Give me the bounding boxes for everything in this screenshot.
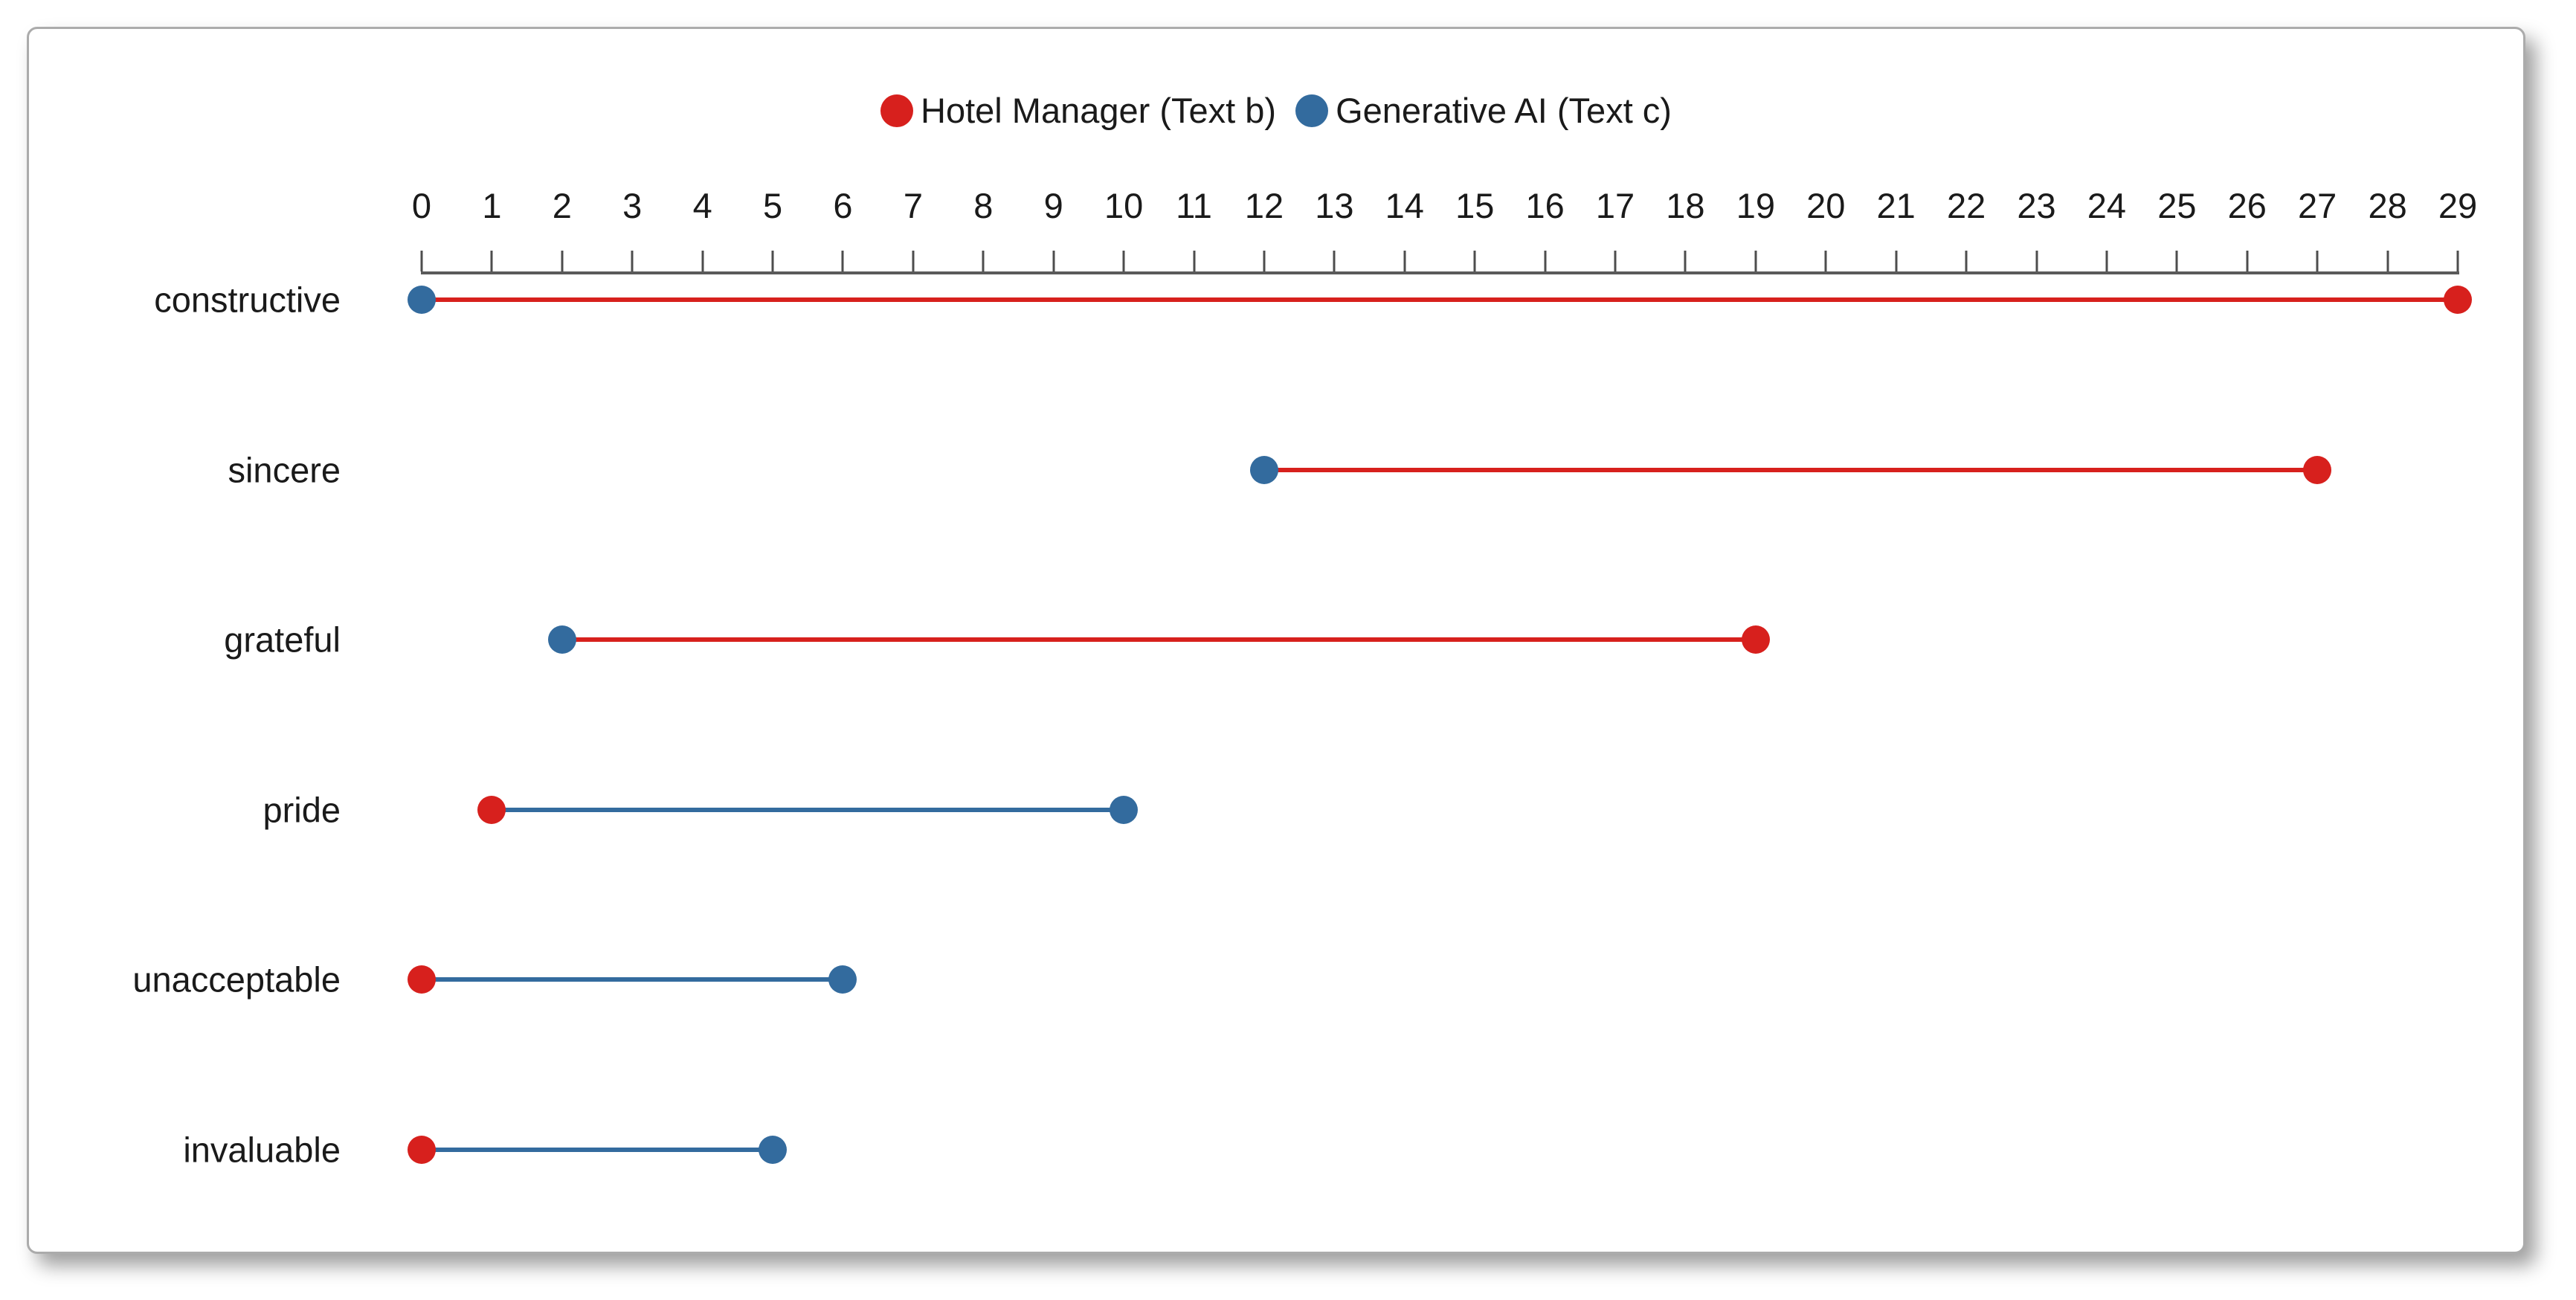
connector-line: [1263, 467, 2318, 472]
generative-ai-dot: [408, 286, 436, 314]
x-axis-tick-mark: [561, 251, 564, 271]
x-axis-tick-mark: [2175, 251, 2178, 271]
connector-line: [422, 297, 2458, 302]
x-axis-tick-label: 5: [762, 186, 783, 225]
plot-area: 0 1 2 3 4 5 6 7 8 9 10 11 12 13 14 15 16 17 18 19 20 21 22 23 24…: [408, 29, 2477, 1252]
x-axis-tick-mark: [2246, 251, 2249, 271]
x-axis-tick-label: 14: [1385, 186, 1424, 225]
category-label: constructive: [154, 280, 341, 320]
x-axis-tick-label: 3: [622, 186, 643, 225]
x-axis-tick-mark: [1052, 251, 1055, 271]
x-axis-tick-mark: [701, 251, 704, 271]
x-axis-tick-label: 8: [973, 186, 994, 225]
connector-line: [422, 977, 843, 982]
x-axis-tick-mark: [1684, 251, 1687, 271]
x-axis-tick-label: 26: [2227, 186, 2267, 225]
x-axis-tick-label: 21: [1876, 186, 1916, 225]
x-axis-tick-label: 23: [2017, 186, 2056, 225]
generative-ai-dot: [1249, 455, 1278, 484]
x-axis-tick-label: 15: [1455, 186, 1495, 225]
hotel-manager-dot: [2444, 286, 2472, 314]
x-axis-tick-label: 9: [1043, 186, 1063, 225]
x-axis-tick-mark: [771, 251, 774, 271]
x-axis-tick-label: 10: [1104, 186, 1144, 225]
x-axis-tick-mark: [420, 251, 423, 271]
generative-ai-dot: [828, 965, 857, 994]
x-axis-tick-label: 25: [2157, 186, 2197, 225]
x-axis-tick-label: 27: [2298, 186, 2337, 225]
x-axis: [420, 227, 2459, 274]
x-axis-tick-label: 12: [1244, 186, 1284, 225]
legend: Hotel Manager (Text b) Generative AI (Tex…: [29, 90, 2523, 131]
x-axis-tick-label: 16: [1525, 186, 1565, 225]
x-axis-tick-mark: [631, 251, 634, 271]
x-axis-tick-label: 13: [1315, 186, 1354, 225]
connector-line: [422, 1147, 773, 1152]
x-axis-tick-label: 29: [2438, 186, 2478, 225]
x-axis-tick-label: 0: [411, 186, 432, 225]
legend-item: Hotel Manager (Text b): [880, 90, 1276, 131]
x-axis-tick-mark: [1754, 251, 1757, 271]
hotel-manager-dot: [408, 965, 436, 994]
x-axis-tick-mark: [1965, 251, 1968, 271]
x-axis-tick-mark: [2456, 251, 2459, 271]
legend-marker-circle-icon: [880, 94, 914, 127]
x-axis-tick-label: 6: [833, 186, 853, 225]
x-axis-tick-mark: [1193, 251, 1196, 271]
generative-ai-dot: [759, 1135, 788, 1164]
legend-item: Generative AI (Text c): [1295, 90, 1672, 131]
x-axis-tick-mark: [982, 251, 985, 271]
x-axis-tick-mark: [1473, 251, 1476, 271]
category-label: sincere: [228, 450, 341, 489]
x-axis-line: [421, 271, 2459, 274]
hotel-manager-dot: [2303, 455, 2332, 484]
x-axis-tick-mark: [490, 251, 493, 271]
hotel-manager-dot: [408, 1135, 436, 1164]
x-axis-tick-mark: [1333, 251, 1336, 271]
x-axis-tick-label: 24: [2087, 186, 2127, 225]
x-axis-tick-mark: [2386, 251, 2389, 271]
x-axis-tick-mark: [841, 251, 844, 271]
x-axis-tick-label: 11: [1176, 186, 1212, 225]
generative-ai-dot: [547, 625, 576, 654]
legend-marker-circle-icon: [1295, 94, 1329, 127]
x-axis-tick-mark: [1895, 251, 1898, 271]
x-axis-tick-mark: [2035, 251, 2038, 271]
x-axis-tick-mark: [2105, 251, 2108, 271]
x-axis-tick-mark: [1263, 251, 1266, 271]
hotel-manager-dot: [477, 795, 506, 824]
connector-line: [561, 637, 1756, 642]
x-axis-tick-label: 1: [482, 186, 502, 225]
x-axis-tick-mark: [1122, 251, 1125, 271]
x-axis-tick-label: 28: [2368, 186, 2407, 225]
category-label: grateful: [224, 620, 341, 660]
x-axis-tick-mark: [1824, 251, 1827, 271]
x-axis-tick-mark: [912, 251, 915, 271]
connector-line: [492, 807, 1124, 812]
x-axis-tick-label: 2: [552, 186, 572, 225]
x-axis-tick-label: 18: [1666, 186, 1705, 225]
x-axis-tick-mark: [1544, 251, 1547, 271]
legend-label: Generative AI (Text c): [1336, 91, 1672, 130]
x-axis-tick-label: 20: [1806, 186, 1846, 225]
category-label: pride: [263, 790, 341, 829]
x-axis-tick-label: 7: [903, 186, 923, 225]
x-axis-tick-label: 22: [1946, 186, 1986, 225]
x-axis-tick-label: 17: [1595, 186, 1635, 225]
hotel-manager-dot: [1741, 625, 1770, 654]
dumbbell-rows: [408, 29, 2472, 1252]
x-axis-tick-mark: [2316, 251, 2319, 271]
legend-label: Hotel Manager (Text b): [921, 91, 1277, 130]
x-axis-tick-label: 19: [1736, 186, 1775, 225]
x-axis-tick-labels: 0 1 2 3 4 5 6 7 8 9 10 11 12 13 14 15 16 17 18 19 20 21 22 23 24…: [412, 185, 2477, 230]
generative-ai-dot: [1110, 795, 1139, 824]
category-label: unacceptable: [132, 959, 341, 1000]
chart-panel: Hotel Manager (Text b) Generative AI (Tex…: [27, 27, 2525, 1254]
x-axis-tick-mark: [1614, 251, 1617, 271]
x-axis-tick-label: 4: [692, 186, 712, 225]
x-axis-tick-mark: [1403, 251, 1406, 271]
category-label: invaluable: [183, 1130, 341, 1169]
